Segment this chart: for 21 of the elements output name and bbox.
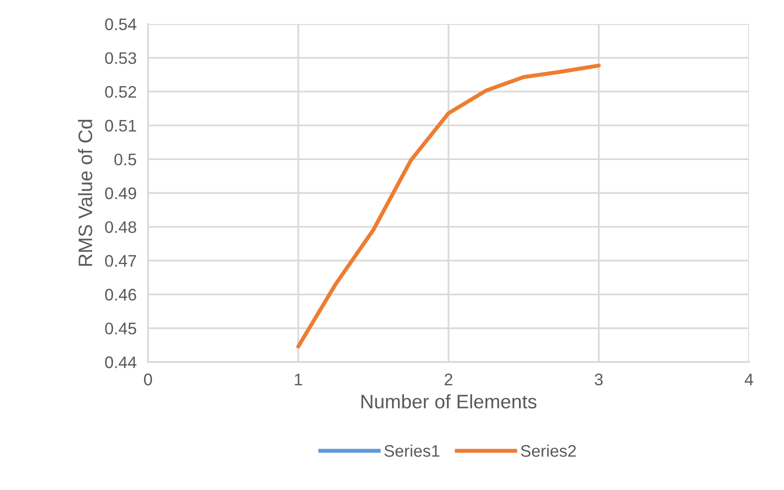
y-tick-label: 0.53 bbox=[105, 52, 136, 64]
y-tick-label: 0.44 bbox=[105, 356, 136, 368]
y-axis-title: RMS Value of Cd bbox=[78, 120, 92, 266]
y-tick-label: 0.47 bbox=[105, 255, 136, 267]
y-tick-label: 0.45 bbox=[105, 322, 136, 334]
legend-label: Series2 bbox=[520, 444, 576, 457]
y-tick-label: 0.52 bbox=[105, 86, 136, 98]
x-tick-label: 1 bbox=[294, 374, 302, 386]
x-tick-label: 3 bbox=[594, 374, 603, 386]
x-tick-label: 4 bbox=[744, 374, 754, 386]
x-tick-label: 0 bbox=[144, 374, 152, 386]
line-series bbox=[296, 64, 601, 348]
y-tick-label: 0.51 bbox=[105, 120, 136, 132]
y-tick-label: 0.46 bbox=[105, 288, 136, 301]
y-tick-label: 0.5 bbox=[114, 154, 136, 166]
x-axis-title: Number of Elements bbox=[361, 394, 536, 408]
legend-label: Series1 bbox=[384, 444, 440, 457]
x-tick-label: 2 bbox=[444, 374, 452, 386]
y-tick-label: 0.48 bbox=[105, 221, 136, 234]
y-tick-label: 0.54 bbox=[105, 18, 136, 30]
y-tick-label: 0.49 bbox=[105, 187, 136, 200]
